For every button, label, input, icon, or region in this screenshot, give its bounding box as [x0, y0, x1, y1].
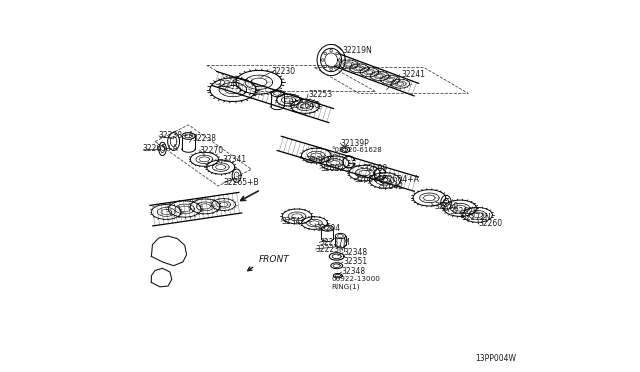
- Text: 32265+A: 32265+A: [143, 144, 179, 153]
- Text: 32348: 32348: [342, 267, 365, 276]
- Text: 32270: 32270: [200, 145, 223, 154]
- Text: 32238+A: 32238+A: [159, 131, 195, 141]
- Text: 32600M: 32600M: [354, 175, 385, 184]
- Text: °08120-61628
(1): °08120-61628 (1): [331, 147, 382, 160]
- Text: 32602: 32602: [320, 164, 344, 173]
- Text: 32604: 32604: [306, 156, 330, 165]
- Text: 32245: 32245: [216, 80, 241, 89]
- Text: 32139P: 32139P: [340, 139, 369, 148]
- Text: 32342: 32342: [281, 217, 305, 226]
- Text: 32265+B: 32265+B: [223, 178, 259, 187]
- Text: 32219N: 32219N: [342, 46, 372, 55]
- Text: 32341: 32341: [223, 155, 246, 164]
- Text: 32609: 32609: [364, 164, 388, 173]
- Text: FRONT: FRONT: [259, 255, 289, 264]
- Text: 32237M: 32237M: [319, 238, 350, 247]
- Text: 32642: 32642: [380, 182, 403, 191]
- Text: 32272N: 32272N: [461, 213, 492, 222]
- Text: 00922-13000
RING(1): 00922-13000 RING(1): [331, 276, 380, 290]
- Text: 32250: 32250: [434, 202, 458, 211]
- Text: 32241: 32241: [401, 70, 426, 79]
- Text: 32264Q: 32264Q: [291, 101, 321, 110]
- Text: 32230: 32230: [272, 67, 296, 76]
- Text: 32253: 32253: [308, 90, 332, 99]
- Text: 13PP004W: 13PP004W: [476, 354, 516, 363]
- Text: 32262P: 32262P: [449, 208, 477, 217]
- Text: 32604+A: 32604+A: [384, 175, 420, 184]
- Text: 32238: 32238: [192, 134, 216, 143]
- Text: 32204: 32204: [316, 224, 340, 233]
- Text: 32351: 32351: [343, 257, 367, 266]
- Text: 32260: 32260: [479, 219, 503, 228]
- Text: 32223M: 32223M: [316, 244, 346, 253]
- Text: 32348: 32348: [343, 248, 367, 257]
